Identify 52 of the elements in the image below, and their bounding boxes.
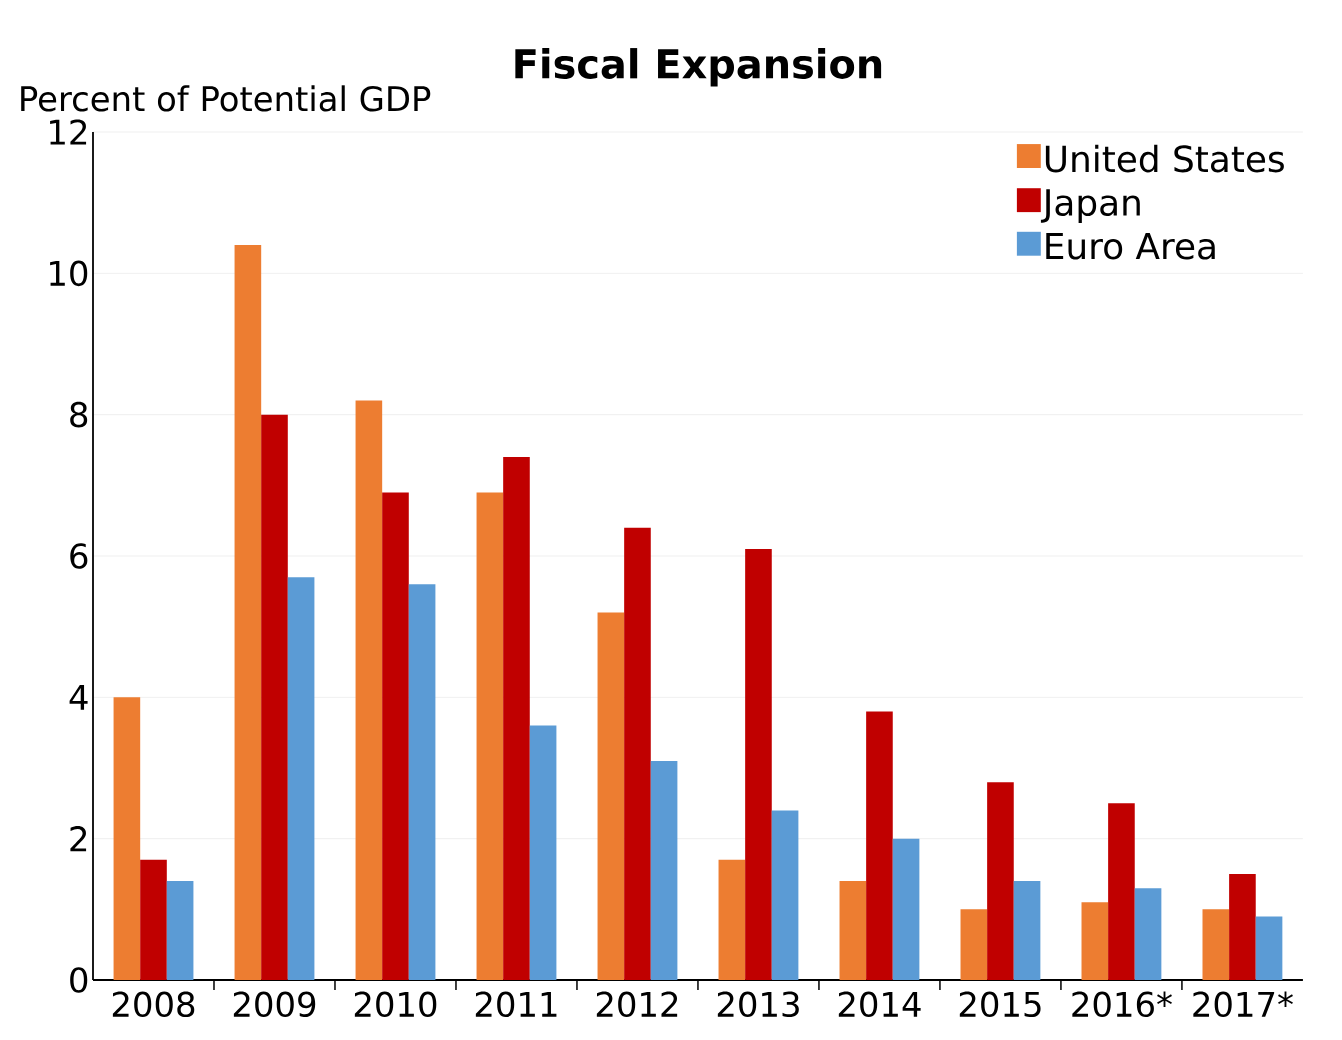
bar xyxy=(287,577,315,980)
bar xyxy=(113,697,141,980)
y-tick-label: 2 xyxy=(70,826,87,852)
bar xyxy=(718,859,746,980)
bar xyxy=(745,548,772,980)
bar xyxy=(987,782,1014,980)
x-tick-label: 2012 xyxy=(596,991,678,1018)
x-tick-label: 2016* xyxy=(1072,991,1172,1018)
bar xyxy=(503,457,530,980)
bar xyxy=(355,400,383,980)
bar xyxy=(771,810,799,980)
y-tick-label: 6 xyxy=(70,543,88,569)
chart-title: Fiscal Expansion xyxy=(515,48,882,87)
bar xyxy=(866,711,893,980)
x-tick-label: 2014 xyxy=(838,991,921,1018)
y-tick-label: 10 xyxy=(50,260,88,287)
bar xyxy=(140,859,167,980)
bar xyxy=(261,414,288,980)
x-tick-label: 2013 xyxy=(717,991,799,1018)
bar xyxy=(476,492,504,980)
legend-label: Japan xyxy=(1040,189,1140,223)
bar xyxy=(529,725,557,980)
bar xyxy=(1081,902,1109,980)
bar xyxy=(1134,888,1162,980)
x-tick-label: 2011 xyxy=(475,991,557,1018)
x-tick-label: 2017* xyxy=(1193,991,1293,1018)
bar xyxy=(1108,803,1135,980)
x-tick-label: 2008 xyxy=(112,991,195,1018)
bar xyxy=(650,760,678,980)
y-tick-label: 0 xyxy=(70,967,88,993)
bar xyxy=(166,881,194,980)
bar xyxy=(408,584,436,980)
bar xyxy=(892,838,920,980)
x-tick-label: 2009 xyxy=(233,991,316,1018)
bar xyxy=(960,909,988,980)
legend-label: United States xyxy=(1045,144,1284,173)
bar xyxy=(382,492,409,980)
bar xyxy=(1202,909,1230,980)
y-tick-label: 12 xyxy=(50,119,87,145)
y-axis-title: Percent of Potential GDP xyxy=(21,85,431,112)
y-tick-label: 4 xyxy=(69,684,88,710)
x-tick-label: 2010 xyxy=(354,991,437,1018)
bar xyxy=(597,612,625,980)
y-tick-label: 8 xyxy=(70,401,88,428)
bar xyxy=(1013,881,1041,980)
bar xyxy=(1255,916,1283,980)
legend-label: Euro Area xyxy=(1046,232,1215,260)
bar xyxy=(234,245,262,980)
bar xyxy=(624,527,651,980)
x-tick-label: 2015 xyxy=(959,991,1041,1018)
bar xyxy=(839,881,867,980)
bar xyxy=(1229,874,1256,980)
